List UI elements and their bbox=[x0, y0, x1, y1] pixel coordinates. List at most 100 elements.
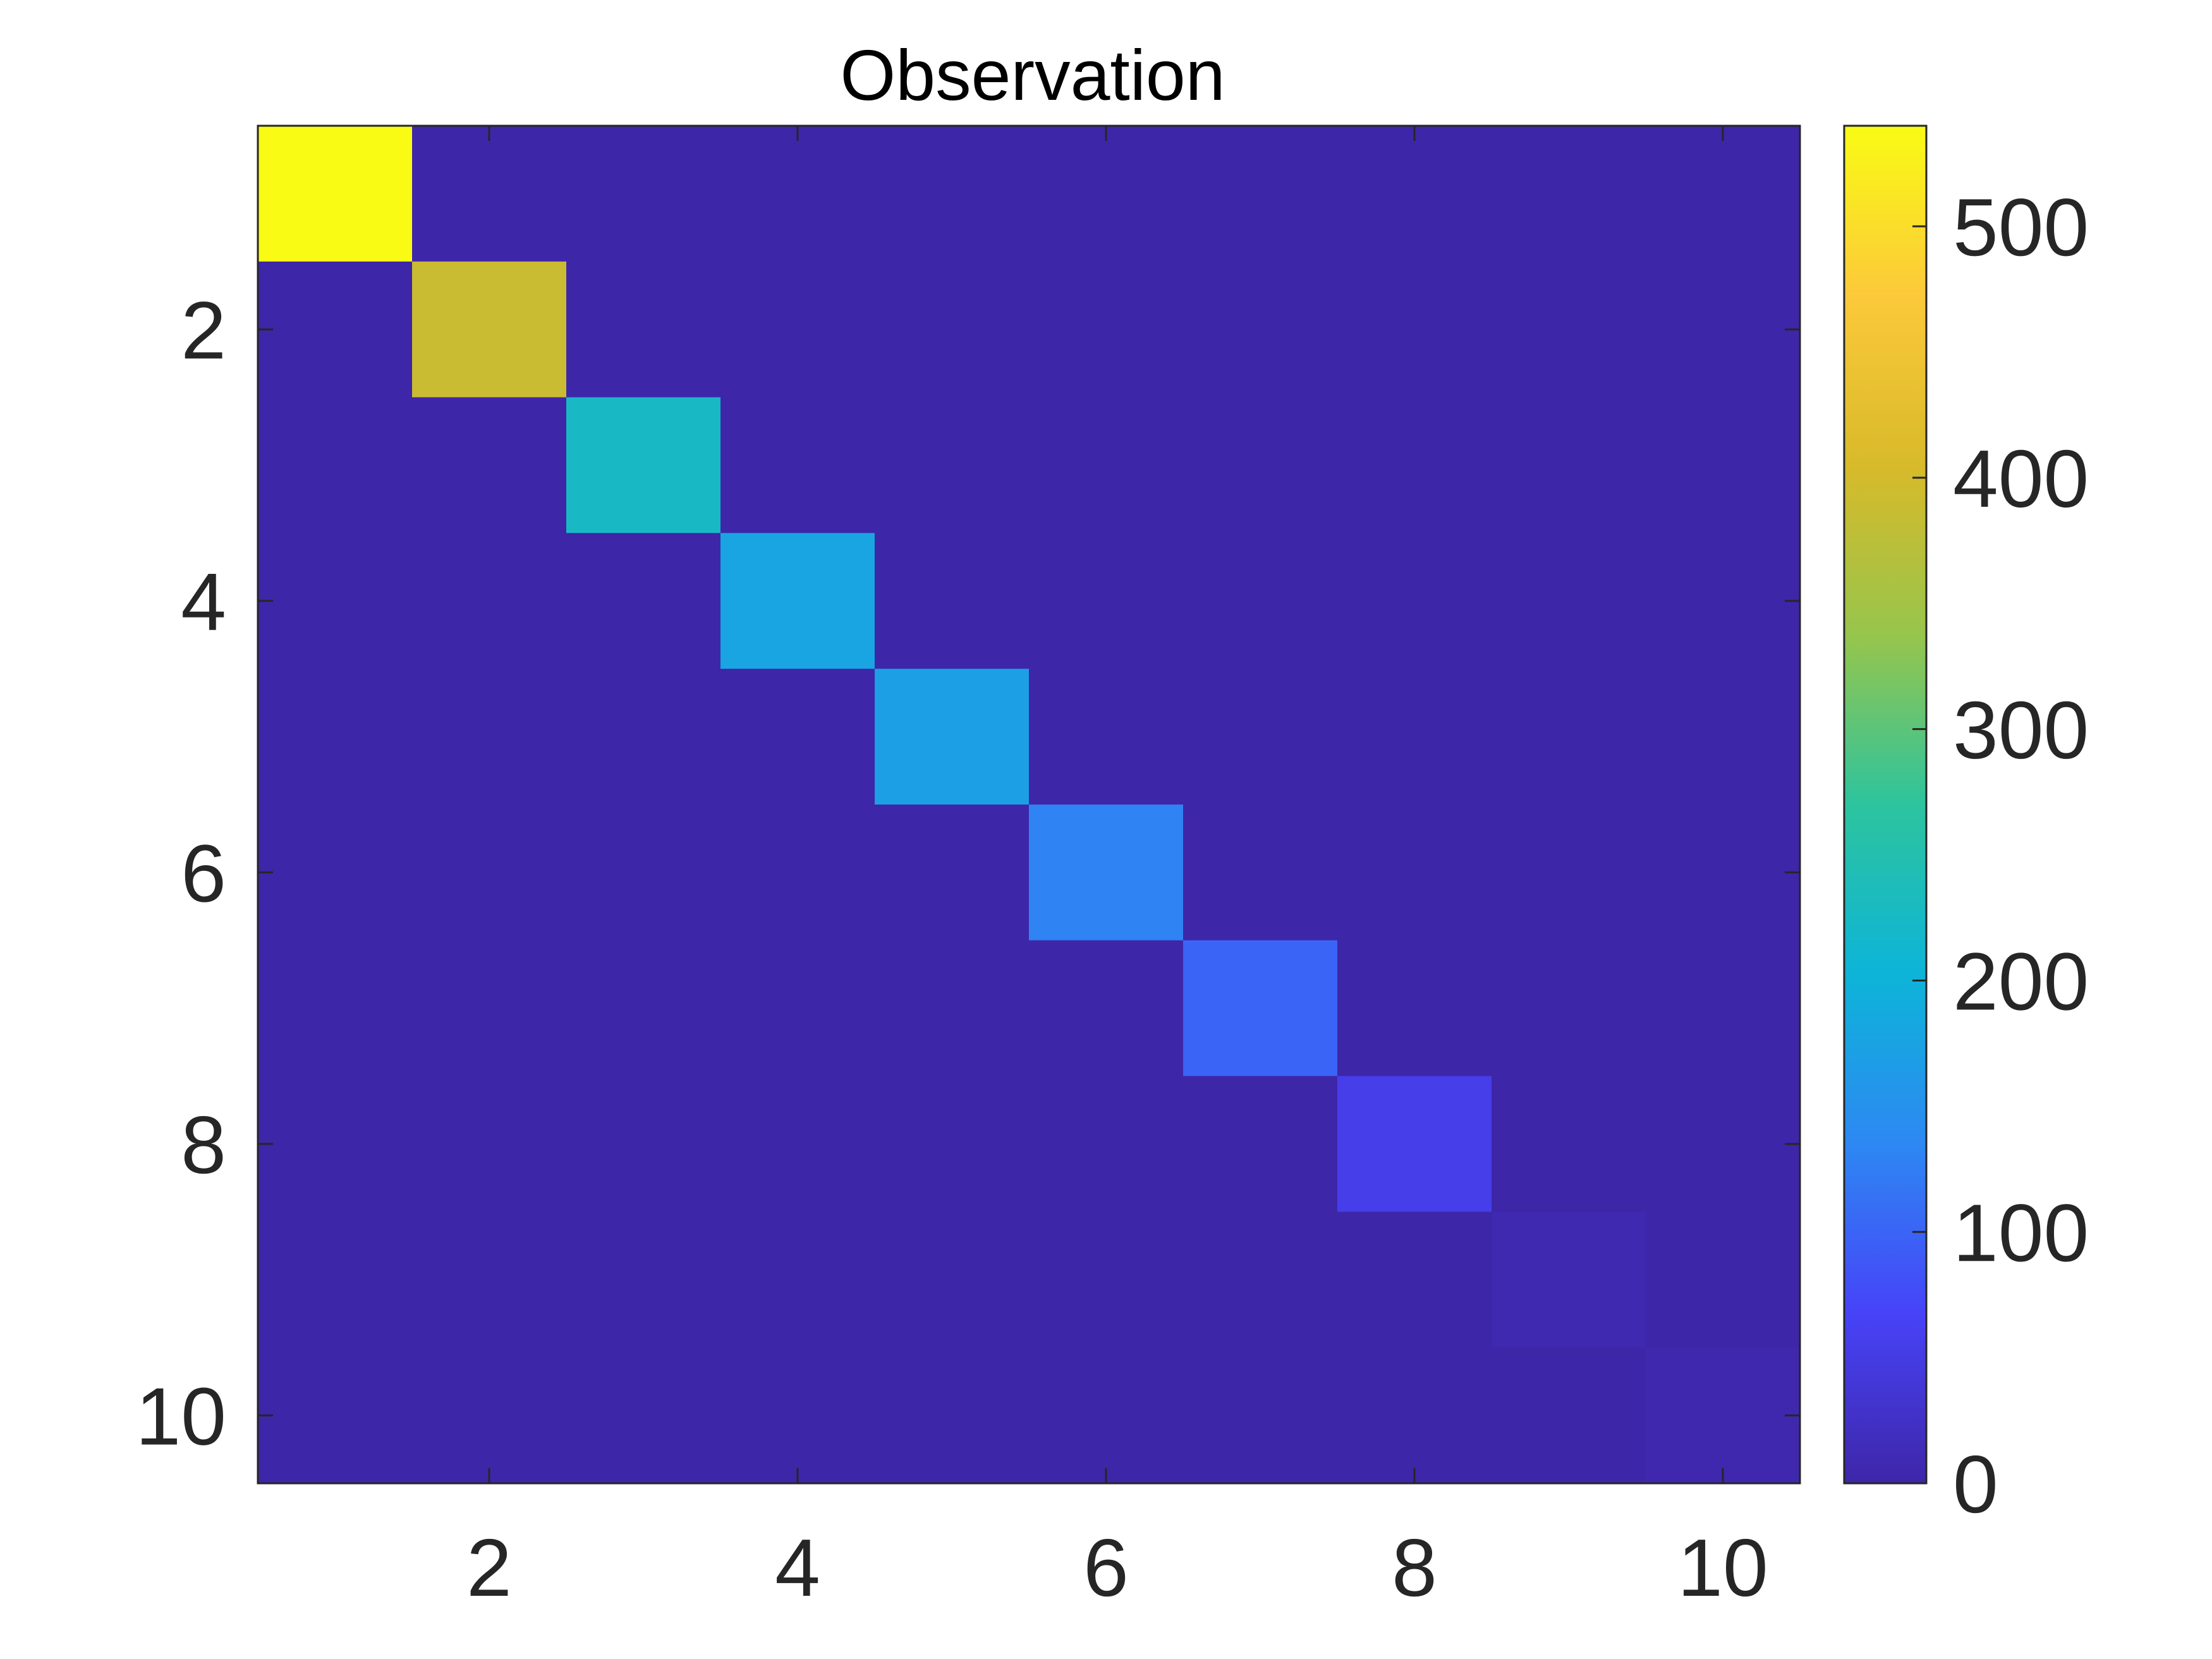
heatmap-cell bbox=[566, 1076, 721, 1212]
heatmap-cell bbox=[1183, 1347, 1338, 1484]
heatmap-cell bbox=[720, 1076, 875, 1212]
heatmap-cell bbox=[1492, 1076, 1646, 1212]
heatmap-cell bbox=[1337, 261, 1492, 398]
heatmap-cell bbox=[1492, 261, 1646, 398]
heatmap-cell bbox=[1646, 1347, 1801, 1484]
heatmap-cell bbox=[1183, 805, 1338, 941]
heatmap-cell bbox=[1646, 261, 1801, 398]
y-tick-label: 2 bbox=[181, 285, 226, 376]
heatmap-cell bbox=[1183, 397, 1338, 533]
heatmap-cell bbox=[412, 940, 567, 1077]
heatmap-cell bbox=[1029, 1347, 1184, 1484]
colorbar-frame bbox=[1843, 125, 1928, 1485]
colorbar bbox=[1844, 126, 1926, 1483]
heatmap-cell bbox=[1029, 397, 1184, 533]
heatmap-cell bbox=[1337, 1212, 1492, 1348]
heatmap-cell bbox=[1337, 1347, 1492, 1484]
heatmap-cell bbox=[258, 1212, 413, 1348]
heatmap-cell bbox=[1337, 940, 1492, 1077]
heatmap-cell bbox=[875, 940, 1030, 1077]
x-tick-label: 4 bbox=[775, 1522, 820, 1613]
heatmap-cell bbox=[1337, 805, 1492, 941]
heatmap-axes bbox=[257, 125, 1801, 1485]
heatmap-cell bbox=[258, 533, 413, 669]
colorbar-tick-labels: 0 100 200 300 400 500 bbox=[1953, 182, 2089, 1530]
colorbar-tick-label: 300 bbox=[1953, 685, 2089, 776]
heatmap-cell bbox=[566, 669, 721, 805]
heatmap-cell bbox=[1337, 1076, 1492, 1212]
heatmap-cell bbox=[720, 533, 875, 669]
heatmap-cell bbox=[1492, 397, 1646, 533]
heatmap-cell bbox=[1029, 261, 1184, 398]
heatmap-cell bbox=[412, 126, 567, 262]
heatmap-cell bbox=[1183, 1212, 1338, 1348]
colorbar-axes bbox=[1843, 125, 1928, 1485]
heatmap-cell bbox=[875, 533, 1030, 669]
heatmap-cell bbox=[875, 1212, 1030, 1348]
heatmap-cell bbox=[566, 805, 721, 941]
heatmap-cell bbox=[566, 1212, 721, 1348]
heatmap-cell bbox=[258, 940, 413, 1077]
heatmap-cell bbox=[566, 940, 721, 1077]
heatmap-cell bbox=[1183, 940, 1338, 1077]
heatmap-cell bbox=[720, 669, 875, 805]
heatmap-cell bbox=[875, 805, 1030, 941]
colorbar-tick-label: 500 bbox=[1953, 182, 2089, 273]
heatmap-cell bbox=[1183, 1076, 1338, 1212]
heatmap-cell bbox=[566, 533, 721, 669]
heatmap-cell bbox=[875, 397, 1030, 533]
heatmap-cell bbox=[875, 126, 1030, 262]
y-tick-label: 4 bbox=[181, 557, 226, 648]
heatmap-cell bbox=[1029, 940, 1184, 1077]
colorbar-tick-label: 100 bbox=[1953, 1188, 2089, 1279]
plot-frame bbox=[257, 125, 1801, 1485]
colorbar-tick-label: 400 bbox=[1953, 434, 2089, 525]
heatmap-cell bbox=[258, 805, 413, 941]
heatmap-cell bbox=[1646, 1212, 1801, 1348]
heatmap-cell bbox=[1646, 805, 1801, 941]
heatmap-cell bbox=[566, 1347, 721, 1484]
x-tick-label: 6 bbox=[1083, 1522, 1129, 1613]
heatmap-cell bbox=[1029, 1212, 1184, 1348]
heatmap-cell bbox=[258, 261, 413, 398]
heatmap-cell bbox=[258, 126, 413, 262]
heatmap-cell bbox=[412, 261, 567, 398]
heatmap-cell bbox=[412, 805, 567, 941]
x-tick-label: 10 bbox=[1677, 1522, 1768, 1613]
heatmap-cell bbox=[1183, 669, 1338, 805]
heatmap-cell bbox=[720, 940, 875, 1077]
heatmap-cell bbox=[1646, 397, 1801, 533]
heatmap-cell bbox=[1029, 669, 1184, 805]
chart-title: Observation bbox=[840, 35, 1225, 115]
heatmap-cell bbox=[720, 126, 875, 262]
heatmap-cell bbox=[1646, 533, 1801, 669]
heatmap-cell bbox=[566, 126, 721, 262]
y-tick-label: 10 bbox=[136, 1371, 227, 1462]
heatmap-cell bbox=[1492, 940, 1646, 1077]
heatmap-cell bbox=[258, 1076, 413, 1212]
y-tick-label: 8 bbox=[181, 1100, 226, 1191]
heatmap-cell bbox=[1029, 805, 1184, 941]
heatmap-cell bbox=[1337, 126, 1492, 262]
heatmap-cell bbox=[1646, 126, 1801, 262]
heatmap-cell bbox=[412, 533, 567, 669]
heatmap-cell bbox=[720, 805, 875, 941]
heatmap-cell bbox=[1492, 126, 1646, 262]
heatmap-cell bbox=[1646, 940, 1801, 1077]
heatmap-cells bbox=[258, 126, 1801, 1484]
heatmap-cell bbox=[1646, 1076, 1801, 1212]
heatmap-cell bbox=[875, 1076, 1030, 1212]
heatmap-cell bbox=[412, 1212, 567, 1348]
heatmap-cell bbox=[412, 1076, 567, 1212]
heatmap-cell bbox=[1646, 669, 1801, 805]
x-tick-label: 8 bbox=[1392, 1522, 1437, 1613]
heatmap-cell bbox=[412, 397, 567, 533]
heatmap-cell bbox=[720, 1347, 875, 1484]
heatmap-cell bbox=[875, 1347, 1030, 1484]
heatmap-cell bbox=[1337, 669, 1492, 805]
heatmap-cell bbox=[1029, 533, 1184, 669]
heatmap-cell bbox=[1029, 1076, 1184, 1212]
x-tick-label: 2 bbox=[466, 1522, 512, 1613]
y-tick-labels: 2 4 6 8 10 bbox=[136, 285, 227, 1462]
heatmap-cell bbox=[1492, 669, 1646, 805]
